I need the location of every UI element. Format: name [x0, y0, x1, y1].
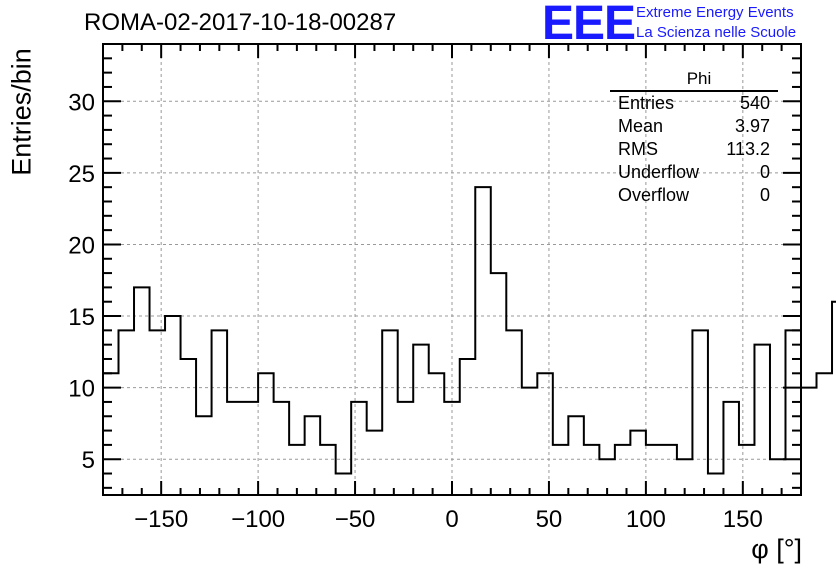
x-tick-label: 150 — [723, 506, 763, 533]
x-tick-label: 100 — [626, 506, 666, 533]
stats-box: Phi Entries 540 Mean 3.97 RMS 113.2 Unde… — [610, 68, 778, 207]
stats-row-mean: Mean 3.97 — [610, 115, 778, 138]
x-tick-label: −50 — [335, 506, 376, 533]
x-ticks: −150 −100 −50 0 50 100 150 — [102, 44, 802, 533]
stats-label: RMS — [618, 139, 658, 159]
stats-row-overflow: Overflow 0 — [610, 184, 778, 207]
plot-frame — [102, 43, 802, 496]
stats-label: Entries — [618, 93, 675, 113]
x-tick-label: −150 — [134, 506, 188, 533]
chart-title: ROMA-02-2017-10-18-00287 — [84, 9, 397, 36]
stats-value: 0 — [759, 162, 770, 182]
y-tick-label: 5 — [82, 447, 95, 474]
stats-value: 3.97 — [734, 116, 770, 136]
stats-value: 540 — [739, 93, 770, 113]
stats-label: Overflow — [618, 185, 690, 205]
x-axis-label: φ [°] — [751, 534, 802, 564]
stats-row-rms: RMS 113.2 — [610, 138, 778, 161]
x-tick-label: −100 — [231, 506, 285, 533]
y-tick-label: 25 — [68, 161, 95, 188]
logo-line-2: La Scienza nelle Scuole — [636, 24, 797, 41]
stats-row-entries: Entries 540 — [610, 92, 778, 115]
stats-row-underflow: Underflow 0 — [610, 161, 778, 184]
y-tick-label: 20 — [68, 232, 95, 259]
stats-label: Mean — [618, 116, 664, 136]
eee-logo: EEE — [542, 0, 636, 50]
stats-label: Underflow — [618, 162, 700, 182]
stats-value: 113.2 — [726, 139, 770, 159]
stats-value: 0 — [759, 185, 770, 205]
x-tick-label: 50 — [536, 506, 563, 533]
x-tick-label: 0 — [445, 506, 458, 533]
y-tick-label: 30 — [68, 89, 95, 116]
y-tick-label: 15 — [68, 304, 95, 331]
grid-lines — [103, 44, 801, 495]
logo-line-1: Extreme Energy Events — [636, 4, 794, 21]
stats-title: Phi — [610, 68, 778, 92]
histogram-step-line — [103, 186, 836, 475]
y-tick-label: 10 — [68, 376, 95, 403]
y-axis-label: Entries/bin — [6, 48, 37, 176]
